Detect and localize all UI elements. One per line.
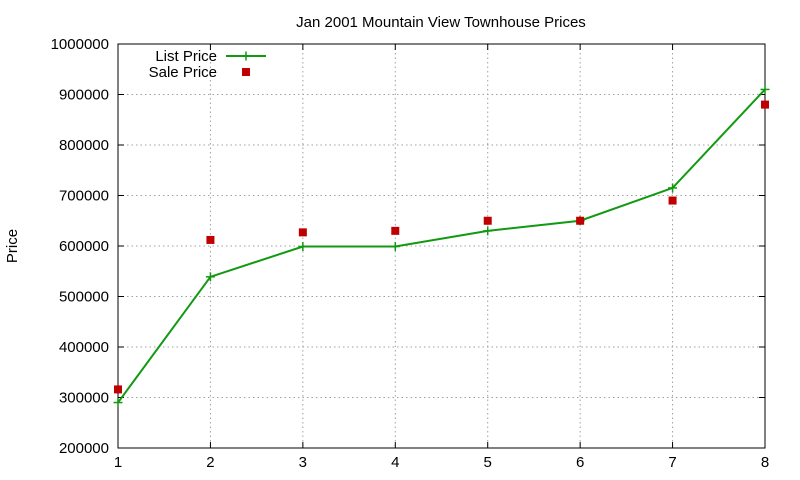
sale-price-point [298, 228, 307, 237]
y-tick-label: 1000000 [51, 36, 109, 53]
legend-label-sale-price: Sale Price [149, 64, 217, 81]
y-tick-label: 500000 [59, 289, 109, 306]
list-price-point [668, 183, 678, 193]
legend-label-list-price: List Price [155, 48, 217, 65]
y-tick-label: 300000 [59, 390, 109, 407]
list-price-point [483, 226, 493, 236]
x-tick-label: 1 [114, 454, 122, 471]
x-tick-label: 4 [391, 454, 399, 471]
list-price-point [760, 84, 770, 94]
y-tick-label: 600000 [59, 238, 109, 255]
sale-price-point [391, 226, 400, 235]
x-tick-label: 5 [484, 454, 492, 471]
legend-marker-sale-price [242, 68, 250, 76]
chart-title: Jan 2001 Mountain View Townhouse Prices [296, 14, 586, 31]
sale-price-point [206, 235, 215, 244]
sale-price-point [576, 216, 585, 225]
sale-price-point [761, 100, 769, 109]
y-axis-label: Price [4, 229, 21, 263]
y-tick-label: 900000 [59, 87, 109, 104]
series-layer [113, 84, 770, 408]
y-tick-label: 700000 [59, 188, 109, 205]
x-tick-label: 3 [299, 454, 307, 471]
list-price-line [117, 88, 766, 404]
x-tick-label: 6 [576, 454, 584, 471]
sale-price-point [114, 385, 122, 394]
tick-layer: 1 2 3 4 5 6 7 8 200000 300000 400000 500000 600000 70… [51, 36, 770, 471]
y-tick-label: 200000 [59, 440, 109, 457]
sale-price-point [668, 196, 677, 205]
list-price-point [390, 242, 400, 252]
x-tick-label: 7 [668, 454, 676, 471]
legend-marker-list-price [241, 51, 251, 61]
x-tick-label: 8 [761, 454, 769, 471]
list-price-point [205, 272, 215, 282]
y-tick-label: 800000 [59, 137, 109, 154]
y-tick-label: 400000 [59, 339, 109, 356]
list-price-point [113, 398, 123, 408]
list-price-point [298, 242, 308, 252]
grid-layer [118, 44, 765, 448]
sale-price-point [483, 216, 492, 225]
x-tick-label: 2 [206, 454, 214, 471]
